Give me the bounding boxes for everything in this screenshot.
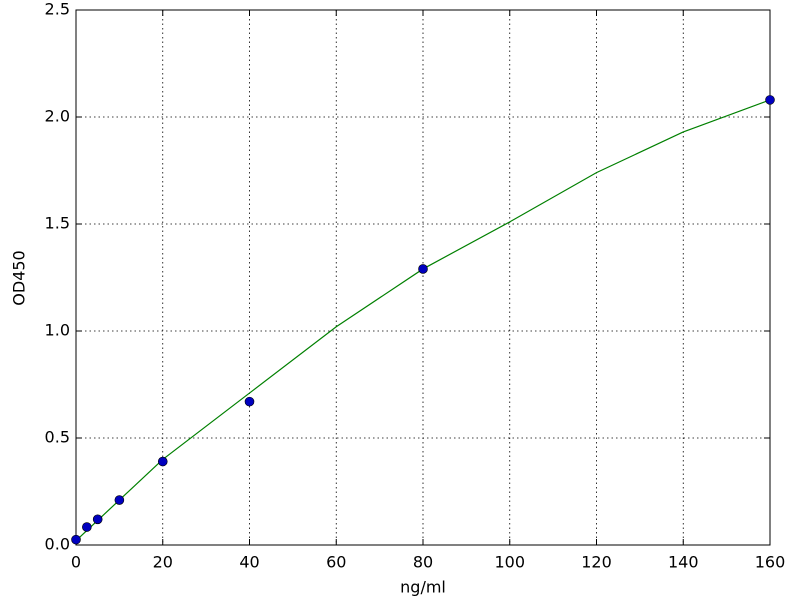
x-tick-label: 20 [153, 553, 173, 572]
y-tick-label: 0.5 [45, 428, 70, 447]
x-tick-label: 160 [755, 553, 786, 572]
x-tick-label: 140 [668, 553, 699, 572]
data-point [765, 95, 775, 105]
x-tick-label: 60 [326, 553, 346, 572]
y-tick-label: 2.0 [45, 107, 70, 126]
y-axis-label: OD450 [10, 250, 29, 305]
x-tick-label: 100 [494, 553, 525, 572]
data-point [92, 514, 103, 525]
x-tick-label: 0 [71, 553, 81, 572]
data-point [418, 264, 428, 274]
y-tick-label: 2.5 [45, 0, 70, 19]
x-tick-label: 80 [413, 553, 433, 572]
x-tick-label: 120 [581, 553, 612, 572]
data-point [244, 396, 255, 407]
y-tick-label: 0.0 [45, 535, 70, 554]
x-tick-label: 40 [239, 553, 259, 572]
data-point [71, 534, 81, 545]
plot-frame [75, 9, 771, 546]
x-axis-label: ng/ml [400, 578, 446, 597]
y-tick-label: 1.5 [45, 214, 70, 233]
data-point [157, 456, 168, 467]
fit-curve [75, 99, 771, 542]
data-point [82, 522, 92, 532]
data-point [114, 495, 125, 505]
y-tick-label: 1.0 [45, 321, 70, 340]
